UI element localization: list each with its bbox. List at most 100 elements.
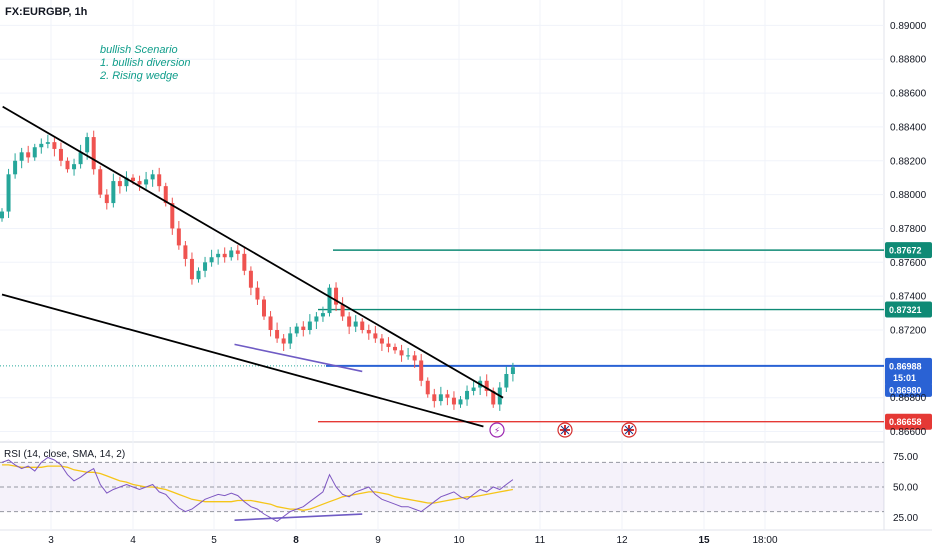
rsi-tick-label: 25.00 <box>893 513 918 524</box>
time-tick-label: 9 <box>375 535 381 546</box>
candle-body <box>26 152 31 158</box>
candle-body <box>320 313 325 317</box>
candle-body <box>144 179 149 185</box>
bid-label: 0.86980 <box>889 385 922 395</box>
candle-body <box>104 194 109 204</box>
price-tick-label: 0.88600 <box>890 89 927 100</box>
candle-body <box>19 152 24 161</box>
candle-body <box>176 228 181 246</box>
level-label-bg <box>885 301 932 318</box>
event-markers: ⚡ <box>489 422 637 438</box>
grid <box>0 0 884 530</box>
candle-body <box>340 304 345 317</box>
price-tick-label: 0.88000 <box>890 190 927 201</box>
trendline-upper <box>2 105 504 399</box>
flag-diag-2 <box>560 425 570 435</box>
candle-body <box>281 338 286 344</box>
time-tick-label: 15 <box>698 535 710 546</box>
time-tick-label: 18:00 <box>752 535 777 546</box>
candle-body <box>327 287 332 314</box>
candle-body <box>294 326 299 334</box>
candle-body <box>52 142 57 149</box>
candle-body <box>360 321 365 330</box>
candle-body <box>58 148 63 161</box>
level-label-bg <box>885 413 932 430</box>
time-tick-label: 11 <box>535 535 546 546</box>
trendline-lower <box>1 293 484 428</box>
candle-body <box>471 387 476 391</box>
lightning-glyph: ⚡ <box>494 426 500 436</box>
candle-body <box>229 250 234 258</box>
countdown-label: 15:01 <box>893 373 916 383</box>
candle-body <box>301 326 306 330</box>
candle-body <box>111 181 116 204</box>
candle-body <box>248 270 253 288</box>
candle-body <box>196 270 201 280</box>
candle-body <box>262 299 266 317</box>
price-tick-label: 0.87200 <box>890 326 927 337</box>
candle-body <box>45 142 50 144</box>
candle-body <box>399 350 404 356</box>
candle-body <box>242 253 247 271</box>
candle-body <box>183 245 188 259</box>
candle-body <box>334 287 339 305</box>
candle-body <box>163 186 168 204</box>
candle-body <box>222 253 227 258</box>
candle-body <box>32 147 37 158</box>
rsi-line <box>1 456 514 522</box>
level-label: 0.86988 <box>889 361 922 371</box>
candle-body <box>425 380 430 395</box>
rsi-indicator: 75.00 50.00 25.00 <box>0 452 918 524</box>
level-label: 0.87321 <box>889 305 922 315</box>
candle-body <box>85 137 90 153</box>
annotation-line-3[interactable]: 2. Rising wedge <box>99 70 178 82</box>
candle-body <box>0 211 4 219</box>
candle-body <box>347 316 352 327</box>
candle-body <box>209 257 214 263</box>
candle-body <box>445 394 450 398</box>
rsi-divergence-line <box>234 513 363 521</box>
candle-body <box>373 333 378 339</box>
candle-body <box>491 390 496 405</box>
price-tick-label: 0.87600 <box>890 258 927 269</box>
candle-body <box>137 181 142 185</box>
candle-body <box>78 152 83 165</box>
price-tick-label: 0.87400 <box>890 292 927 303</box>
level-label-bg <box>885 357 932 374</box>
candle-body <box>451 397 456 405</box>
candle-body <box>510 367 515 374</box>
candle-body <box>6 174 11 212</box>
candle-body <box>268 316 273 330</box>
rsi-tick-label: 50.00 <box>893 483 918 494</box>
annotation-line-2[interactable]: 1. bullish diversion <box>100 57 191 69</box>
candle-body <box>438 394 443 402</box>
candle-body <box>131 177 135 182</box>
flag-diag-2 <box>624 425 634 435</box>
level-label: 0.87672 <box>889 246 922 256</box>
price-tick-label: 0.88200 <box>890 156 927 167</box>
candle-body <box>124 177 129 187</box>
candle-body <box>98 169 103 195</box>
candle-body <box>307 321 312 330</box>
candle-body <box>314 316 319 322</box>
time-tick-label: 3 <box>48 535 54 546</box>
candle-body <box>235 250 240 254</box>
candle-body <box>203 262 208 271</box>
candle-body <box>484 380 489 391</box>
price-tick-label: 0.87800 <box>890 224 927 235</box>
candle-body <box>432 394 437 402</box>
annotation-line-1[interactable]: bullish Scenario <box>100 44 178 56</box>
horizontal-levels: 0.87672 0.87321 0.86988 0.86658 15:01 0.86980 <box>0 242 932 430</box>
candle-body <box>386 343 391 347</box>
candle-body <box>366 330 371 334</box>
candle-body <box>412 355 417 361</box>
candle-body <box>406 355 411 357</box>
rsi-tick-label: 75.00 <box>893 452 918 463</box>
candle-body <box>288 333 293 344</box>
time-tick-label: 10 <box>453 535 465 546</box>
rsi-title: RSI (14, close, SMA, 14, 2) <box>4 449 125 460</box>
price-tick-label: 0.86600 <box>890 427 927 438</box>
trendline-price-divergence <box>234 343 363 373</box>
bid-label-bg <box>885 382 932 397</box>
